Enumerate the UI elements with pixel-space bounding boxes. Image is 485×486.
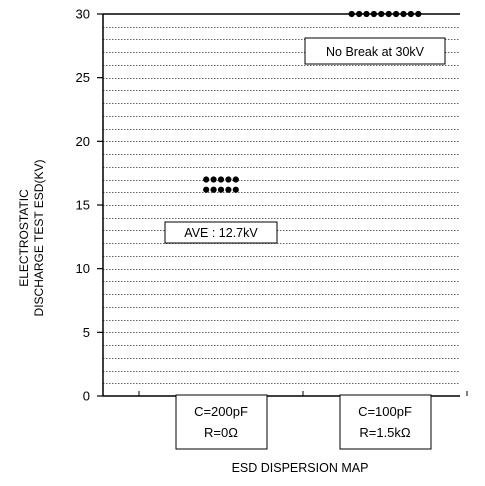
axes — [102, 13, 460, 397]
category-label-2-line-1: C=100pF — [358, 404, 412, 419]
y-tick-label: 25 — [76, 70, 90, 85]
y-axis-label-line-2: DISCHARGE TEST ESD(KV) — [32, 160, 46, 317]
data-point — [356, 10, 363, 18]
annotation-no-break-box — [304, 37, 446, 65]
annotation-average-box — [164, 221, 278, 244]
y-tick-label: 5 — [83, 325, 90, 340]
y-axis-label-line-1: ELECTROSTATIC — [17, 189, 31, 287]
y-tick-label: 30 — [76, 7, 90, 22]
category-label-1-line-1: C=200pF — [194, 404, 248, 419]
y-tick-label: 0 — [83, 389, 90, 404]
data-point — [225, 186, 232, 193]
data-point — [407, 10, 414, 18]
category-label-2-box — [339, 394, 432, 450]
data-point — [225, 176, 232, 183]
annotation-average-text: AVE : 12.7kV — [184, 226, 258, 240]
annotation-no-break-text: No Break at 30kV — [326, 45, 425, 59]
data-point — [363, 10, 370, 18]
category-label-1-box — [175, 394, 268, 450]
data-point — [232, 186, 239, 193]
data-point — [378, 10, 385, 18]
x-axis-label: ESD DISPERSION MAP — [232, 461, 369, 475]
data-point — [203, 186, 210, 193]
category-label-2-line-2: R=1.5kΩ — [359, 425, 411, 440]
data-point — [348, 10, 355, 18]
data-point — [217, 186, 225, 193]
data-point — [370, 10, 377, 18]
y-tick-label: 10 — [76, 261, 90, 276]
data-point — [203, 176, 210, 183]
y-tick-label: 15 — [76, 198, 90, 213]
data-point — [210, 186, 217, 193]
category-label-2: C=100pF R=1.5kΩ — [339, 394, 432, 450]
data-point — [232, 176, 239, 183]
annotation-average: AVE : 12.7kV — [164, 221, 278, 244]
data-point — [385, 10, 392, 18]
data-point — [393, 10, 400, 18]
category-label-1-line-2: R=0Ω — [204, 425, 238, 440]
grid-lines — [103, 27, 460, 384]
annotation-no-break: No Break at 30kV — [304, 37, 446, 65]
data-point — [400, 10, 407, 18]
data-point — [217, 176, 225, 183]
data-point — [210, 176, 217, 183]
y-axis-label: ELECTROSTATIC DISCHARGE TEST ESD(KV) — [17, 160, 46, 317]
y-axis-ticks: 0 5 10 15 20 25 30 — [76, 7, 468, 404]
data-points — [203, 10, 422, 193]
data-point — [415, 10, 422, 18]
y-tick-label: 20 — [76, 134, 90, 149]
category-label-1: C=200pF R=0Ω — [175, 394, 268, 450]
